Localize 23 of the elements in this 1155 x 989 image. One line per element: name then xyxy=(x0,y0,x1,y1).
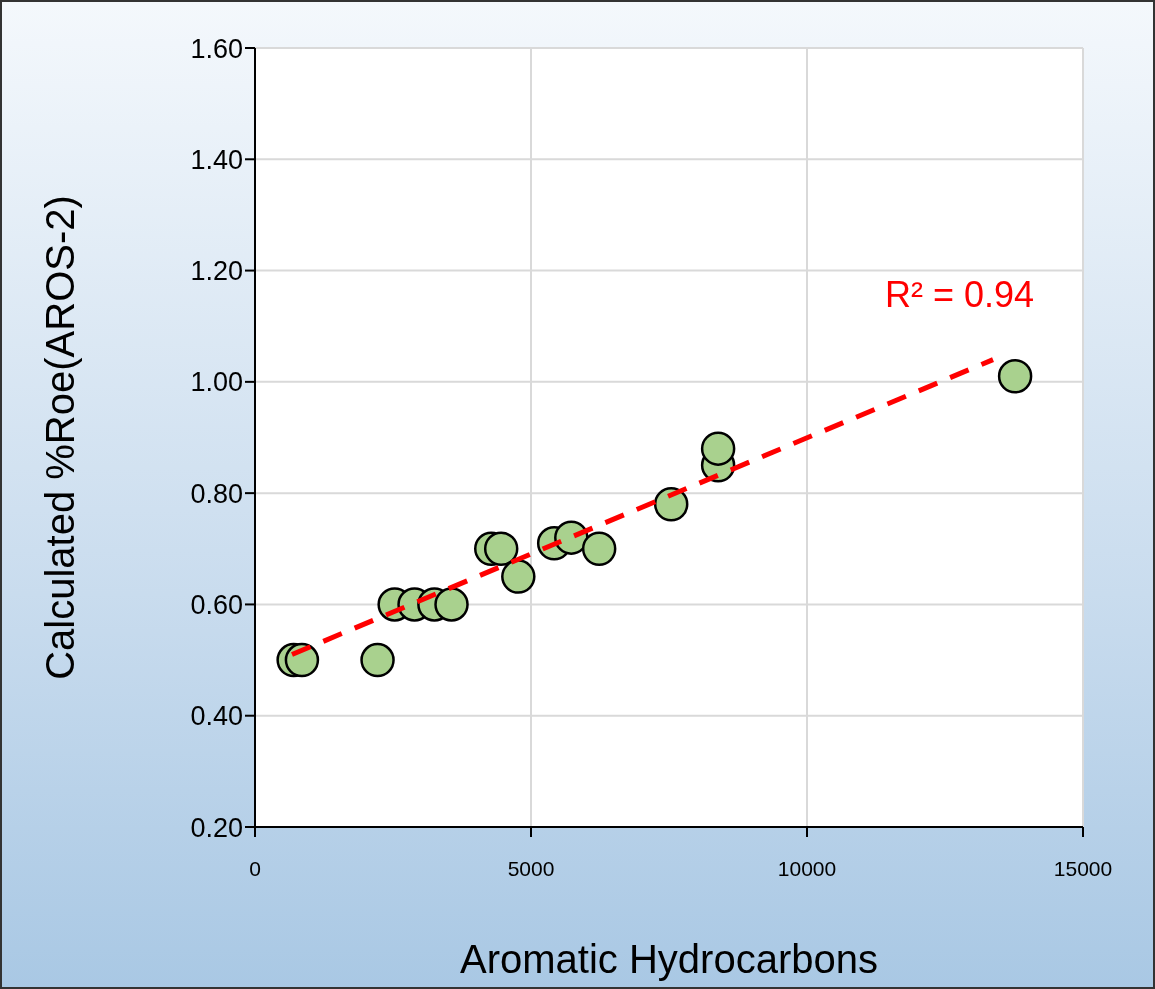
point xyxy=(501,559,536,594)
y-tick-label: 1.60 xyxy=(190,33,243,64)
y-tick-label: 0.40 xyxy=(190,701,243,732)
point xyxy=(653,487,689,522)
y-tick-label: 1.20 xyxy=(190,256,243,287)
point xyxy=(700,431,736,466)
y-tick-label: 0.60 xyxy=(190,590,243,621)
x-axis-title: Aromatic Hydrocarbons xyxy=(460,937,878,981)
point xyxy=(483,531,519,567)
x-tick-label: 15000 xyxy=(1053,856,1113,880)
point xyxy=(997,359,1033,394)
point xyxy=(360,642,395,678)
y-tick-label: 0.20 xyxy=(190,812,243,843)
point xyxy=(581,531,617,567)
annotation: R² = 0.94 xyxy=(885,274,1035,316)
y-tick-label: 1.00 xyxy=(190,367,243,398)
x-tick-label: 10000 xyxy=(777,856,837,880)
x-tick-label: 0 xyxy=(249,856,261,880)
y-tick-label: 0.80 xyxy=(190,478,243,509)
y-tick-label: 1.40 xyxy=(190,144,243,175)
point xyxy=(434,587,469,622)
y-axis-title: Calculated %Roe(AROS-2) xyxy=(38,195,83,680)
x-tick-label: 5000 xyxy=(507,856,555,880)
